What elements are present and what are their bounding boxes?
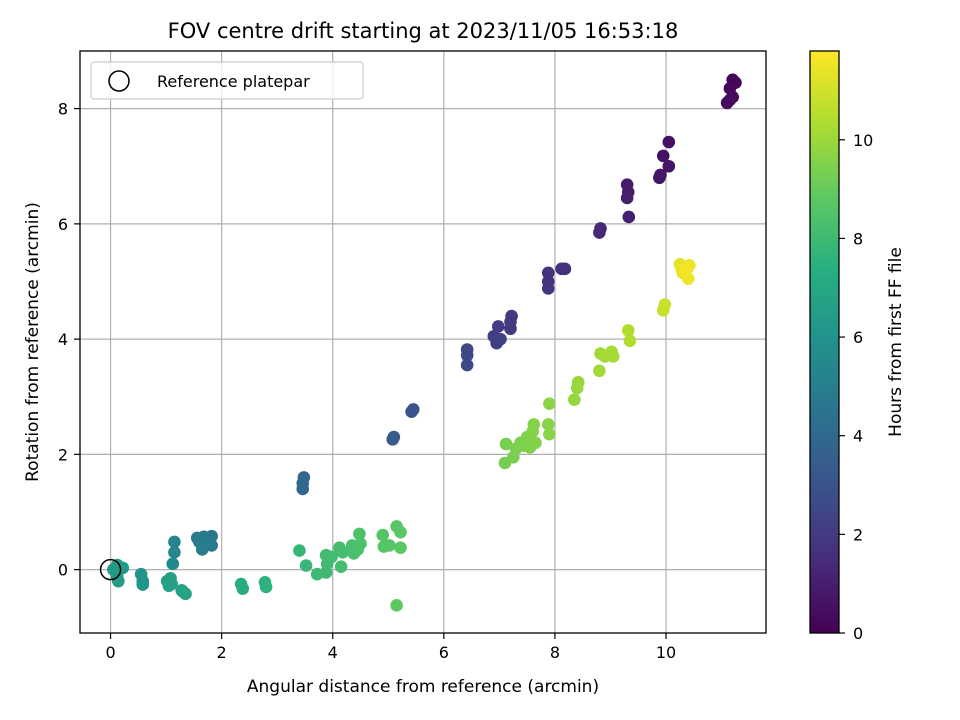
colorbar-ticks: 0 2 4 6 8 10: [839, 131, 873, 643]
x-tick-label: 10: [656, 643, 676, 662]
scatter-point: [662, 135, 676, 149]
colorbar-gradient: [810, 51, 839, 633]
colorbar-tick-label: 10: [853, 131, 873, 150]
plot-area-frame: [79, 50, 767, 634]
reference-platepar-point: [99, 558, 122, 581]
scatter-point: [165, 577, 178, 591]
scatter-point: [136, 578, 150, 591]
scatter-point: [620, 191, 634, 205]
scatter-point: [558, 262, 572, 276]
scatter-points: [107, 73, 742, 612]
y-axis-label: Rotation from reference (arcmin): [23, 202, 43, 482]
scatter-point: [460, 358, 474, 372]
scatter-point: [296, 482, 310, 496]
scatter-point: [656, 149, 670, 163]
scatter-point: [168, 535, 181, 549]
scatter-point: [176, 585, 190, 598]
legend-entry-reference-platepar: Reference platepar: [157, 72, 310, 91]
scatter-point: [658, 298, 672, 311]
y-tick-label: 2: [58, 445, 68, 464]
scatter-point: [336, 546, 350, 559]
x-tick-label: 2: [217, 643, 227, 662]
scatter-point: [405, 405, 418, 419]
legend-reference-marker-icon: [108, 70, 130, 92]
scatter-point: [543, 427, 556, 441]
scatter-point: [394, 525, 407, 539]
colorbar-label: Hours from first FF file: [886, 247, 906, 437]
x-axis-label: Angular distance from reference (arcmin): [247, 677, 599, 697]
x-tick-label: 8: [550, 643, 560, 662]
scatter-point: [236, 582, 250, 595]
colorbar-frame: [809, 50, 840, 634]
colorbar-tick-label: 2: [853, 525, 863, 544]
chart-title: FOV centre drift starting at 2023/11/05 …: [168, 19, 679, 43]
scatter-point: [653, 171, 666, 185]
scatter-point: [593, 226, 606, 239]
colorbar-tick-label: 0: [853, 624, 863, 643]
scatter-point: [494, 332, 507, 346]
legend: Reference platepar: [90, 61, 364, 100]
y-tick-label: 0: [58, 561, 68, 580]
scatter-point: [679, 263, 692, 277]
y-axis-ticks: 0 2 4 6 8: [58, 100, 80, 580]
grid-lines: [80, 51, 766, 633]
scatter-point: [195, 543, 209, 556]
scatter-point: [325, 550, 338, 564]
reference-marker: [99, 558, 122, 581]
colorbar-tick-label: 6: [853, 328, 863, 347]
scatter-point: [293, 544, 306, 557]
scatter-point: [299, 559, 313, 572]
scatter-point: [166, 557, 180, 571]
scatter-point: [593, 364, 606, 378]
y-tick-label: 4: [58, 330, 68, 349]
colorbar-tick-label: 8: [853, 229, 863, 248]
scatter-point: [499, 437, 513, 451]
scatter-point: [353, 527, 366, 541]
scatter-point: [606, 350, 620, 363]
scatter-point: [723, 93, 737, 107]
scatter-point: [354, 537, 367, 550]
scatter-point: [460, 348, 474, 362]
scatter-point: [662, 159, 676, 173]
colorbar: 0 2 4 6 8 10 Hours from first FF file: [809, 50, 906, 643]
legend-box: [90, 61, 364, 100]
scatter-point: [491, 320, 505, 333]
scatter-point: [504, 322, 517, 336]
scatter-point: [529, 436, 542, 450]
scatter-point: [568, 393, 581, 406]
scatter-point: [107, 563, 120, 576]
scatter-point: [527, 418, 541, 431]
x-tick-label: 6: [439, 643, 449, 662]
scatter-point: [383, 539, 396, 552]
colorbar-tick-label: 4: [853, 427, 863, 446]
scatter-point: [376, 528, 390, 542]
scatter-point: [543, 397, 556, 410]
scatter-point: [168, 546, 181, 559]
scatter-point: [541, 282, 555, 295]
scatter-point: [571, 376, 585, 389]
scatter-point: [623, 334, 637, 348]
scatter-point: [394, 541, 407, 555]
x-tick-label: 4: [328, 643, 338, 662]
scatter-point: [541, 418, 555, 431]
scatter-point: [259, 580, 273, 594]
y-tick-label: 8: [58, 100, 68, 119]
x-axis-ticks: 0 2 4 6 8 10: [105, 633, 676, 662]
scatter-point: [541, 266, 555, 280]
scatter-point: [621, 324, 635, 337]
scatter-point: [334, 560, 348, 574]
x-tick-label: 0: [105, 643, 115, 662]
scatter-point: [390, 599, 403, 612]
y-tick-label: 6: [58, 215, 68, 234]
scatter-point: [622, 210, 636, 224]
scatter-point: [386, 433, 400, 446]
